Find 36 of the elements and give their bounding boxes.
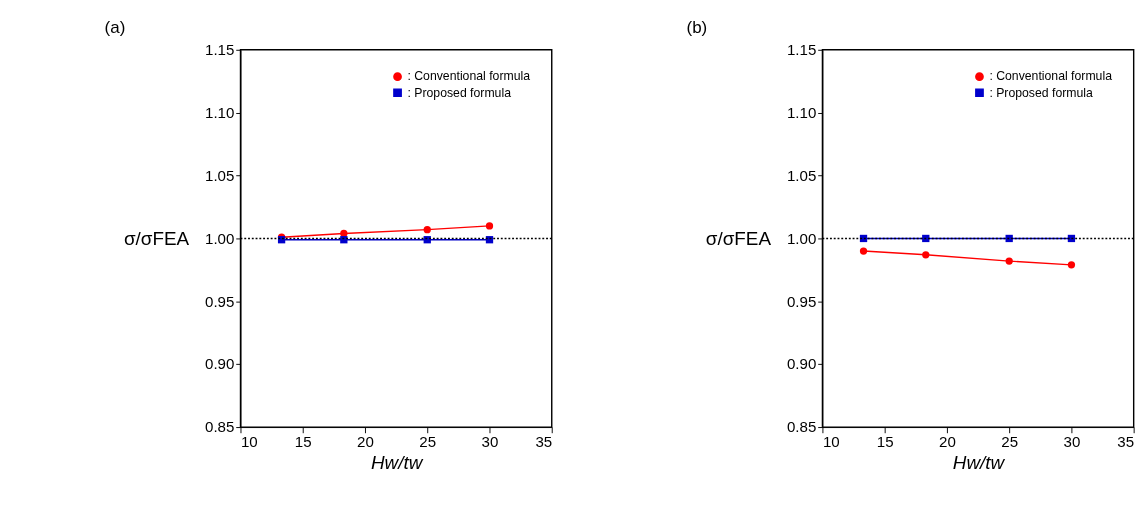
- x-tick-label: 35: [535, 433, 553, 451]
- y-tick-label: 1.15: [786, 41, 817, 59]
- x-tick-label: 25: [419, 433, 437, 451]
- x-tick-label: 20: [939, 433, 956, 451]
- y-tick-label: 0.95: [786, 292, 817, 310]
- x-tick-label: 35: [1117, 433, 1135, 451]
- y-tick-label: 0.90: [786, 355, 817, 373]
- y-tick-label: 1.05: [786, 166, 817, 184]
- y-tick-label: 1.05: [205, 166, 235, 184]
- y-tick-label: 0.85: [205, 418, 235, 436]
- y-tick-label: 0.90: [205, 355, 235, 373]
- x-axis-title: Hw/tw: [952, 452, 1006, 474]
- y-tick-label: 1.00: [205, 229, 235, 247]
- x-tick-label: 30: [1063, 433, 1081, 451]
- legend-label: : Conventional formula: [407, 69, 531, 84]
- y-tick-label: 1.10: [205, 103, 235, 121]
- legend-label: : Proposed formula: [989, 85, 1094, 100]
- legend-label: : Proposed formula: [407, 85, 512, 100]
- legend-label: : Conventional formula: [989, 69, 1113, 84]
- y-tick-label: 1.10: [786, 103, 817, 121]
- x-tick-label: 10: [822, 433, 840, 451]
- y-tick-label: 0.95: [205, 292, 235, 310]
- y-axis-title: σ/σFEA: [123, 227, 190, 249]
- x-tick-label: 15: [294, 433, 312, 451]
- chart-title: (a): [104, 17, 126, 37]
- y-tick-label: 1.15: [205, 41, 235, 59]
- x-tick-label: 15: [876, 433, 894, 451]
- chart-title: (b): [686, 17, 708, 37]
- y-tick-label: 0.85: [786, 418, 817, 436]
- y-tick-label: 1.00: [786, 229, 817, 247]
- y-axis-title: σ/σFEA: [705, 227, 772, 249]
- x-tick-label: 20: [357, 433, 374, 451]
- x-tick-label: 10: [240, 433, 258, 451]
- x-axis-title: Hw/tw: [370, 452, 424, 474]
- x-tick-label: 30: [481, 433, 499, 451]
- x-tick-label: 25: [1001, 433, 1019, 451]
